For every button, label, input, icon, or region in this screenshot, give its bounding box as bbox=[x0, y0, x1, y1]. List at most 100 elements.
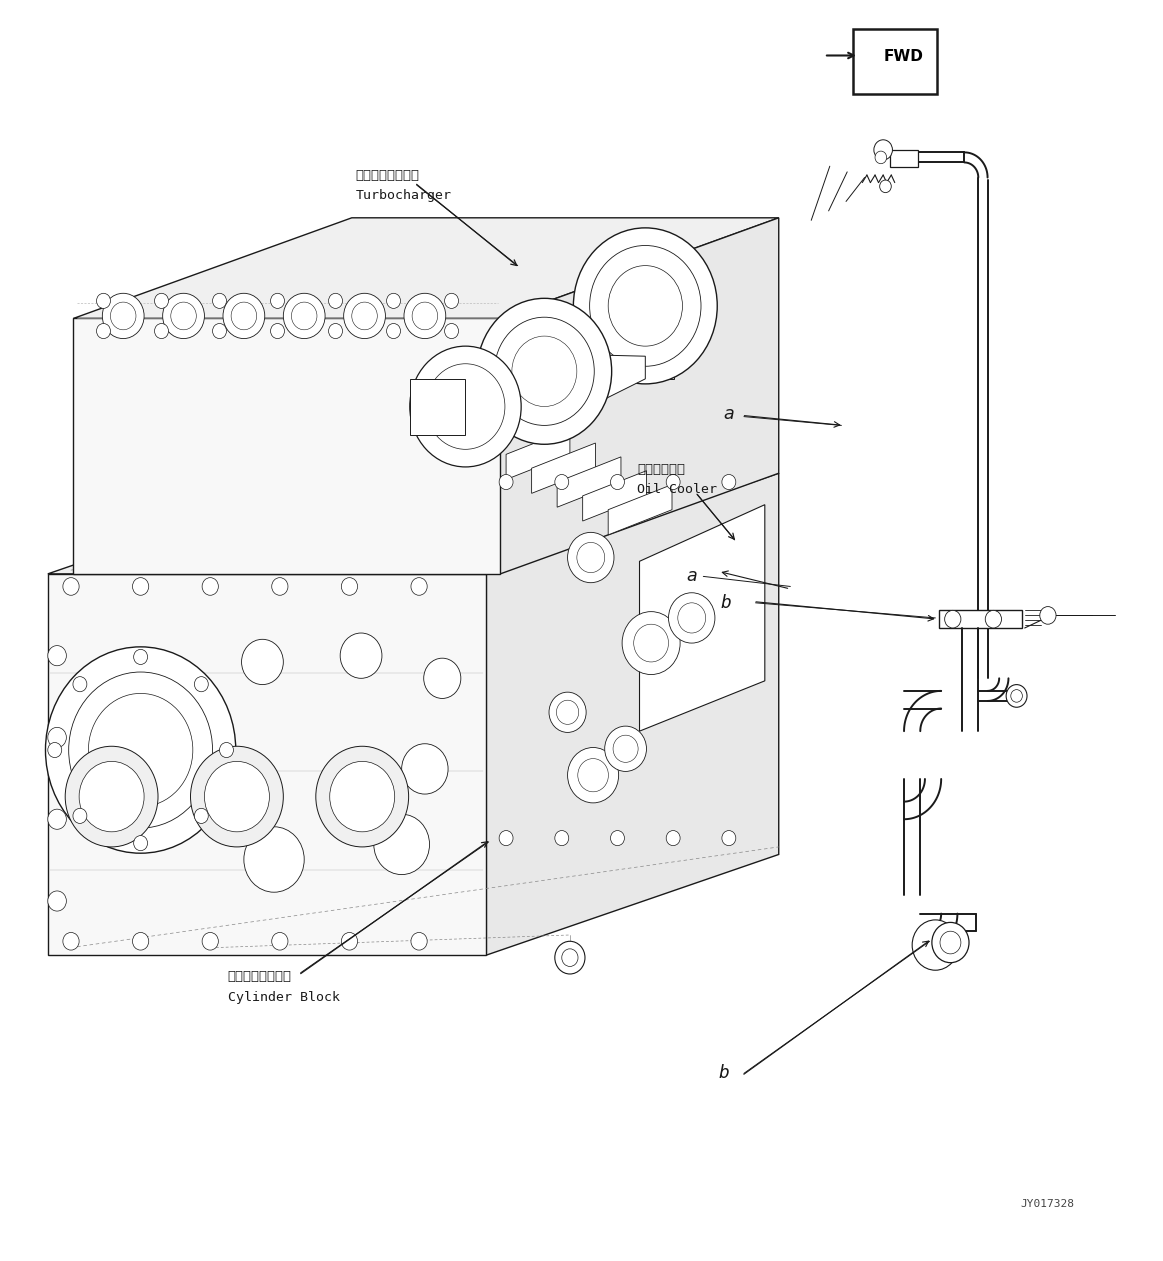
Circle shape bbox=[875, 151, 886, 164]
Circle shape bbox=[213, 324, 227, 339]
Polygon shape bbox=[506, 429, 570, 479]
Circle shape bbox=[499, 831, 513, 846]
Circle shape bbox=[634, 624, 669, 662]
Polygon shape bbox=[852, 29, 936, 95]
Circle shape bbox=[244, 827, 305, 893]
Circle shape bbox=[613, 735, 638, 763]
Circle shape bbox=[605, 726, 647, 772]
Circle shape bbox=[985, 610, 1001, 628]
Circle shape bbox=[940, 931, 961, 953]
Circle shape bbox=[63, 932, 79, 950]
Circle shape bbox=[231, 303, 257, 330]
Circle shape bbox=[409, 346, 521, 467]
Circle shape bbox=[562, 948, 578, 966]
Polygon shape bbox=[486, 473, 779, 955]
Circle shape bbox=[48, 728, 66, 748]
Text: a: a bbox=[686, 567, 697, 585]
Circle shape bbox=[45, 647, 236, 854]
Circle shape bbox=[666, 831, 680, 846]
Circle shape bbox=[666, 474, 680, 489]
Polygon shape bbox=[640, 504, 765, 731]
Circle shape bbox=[330, 762, 394, 832]
Circle shape bbox=[879, 180, 891, 193]
Polygon shape bbox=[73, 319, 500, 574]
Circle shape bbox=[133, 932, 149, 950]
Circle shape bbox=[272, 578, 288, 595]
Circle shape bbox=[329, 324, 342, 339]
Circle shape bbox=[155, 294, 169, 309]
Circle shape bbox=[412, 303, 437, 330]
Text: a: a bbox=[723, 405, 734, 424]
Polygon shape bbox=[608, 484, 672, 535]
Polygon shape bbox=[939, 610, 1022, 628]
Polygon shape bbox=[557, 456, 621, 507]
Circle shape bbox=[499, 474, 513, 489]
Circle shape bbox=[272, 932, 288, 950]
Circle shape bbox=[343, 294, 385, 339]
Circle shape bbox=[611, 831, 625, 846]
Text: シリンダブロック: シリンダブロック bbox=[228, 970, 292, 984]
Circle shape bbox=[608, 266, 683, 346]
Circle shape bbox=[411, 932, 427, 950]
Circle shape bbox=[622, 612, 680, 675]
Circle shape bbox=[163, 294, 205, 339]
Circle shape bbox=[48, 892, 66, 912]
Text: b: b bbox=[721, 594, 732, 612]
Circle shape bbox=[97, 294, 110, 309]
Circle shape bbox=[271, 324, 285, 339]
Circle shape bbox=[444, 294, 458, 309]
Circle shape bbox=[577, 542, 605, 572]
Circle shape bbox=[722, 831, 736, 846]
Circle shape bbox=[202, 578, 219, 595]
Circle shape bbox=[340, 633, 381, 678]
Circle shape bbox=[213, 294, 227, 309]
Circle shape bbox=[611, 474, 625, 489]
Circle shape bbox=[220, 743, 234, 758]
Circle shape bbox=[73, 808, 87, 823]
Circle shape bbox=[477, 299, 612, 444]
Text: オイルクーラ: オイルクーラ bbox=[637, 463, 685, 475]
Polygon shape bbox=[48, 574, 486, 955]
Polygon shape bbox=[409, 378, 465, 435]
Circle shape bbox=[873, 140, 892, 160]
Circle shape bbox=[79, 762, 144, 832]
Circle shape bbox=[48, 810, 66, 830]
Text: Cylinder Block: Cylinder Block bbox=[228, 991, 340, 1005]
Circle shape bbox=[48, 743, 62, 758]
Circle shape bbox=[69, 672, 213, 828]
Circle shape bbox=[590, 246, 701, 366]
Circle shape bbox=[944, 610, 961, 628]
Circle shape bbox=[202, 932, 219, 950]
Circle shape bbox=[97, 324, 110, 339]
Circle shape bbox=[65, 747, 158, 847]
Text: b: b bbox=[719, 1064, 729, 1082]
Circle shape bbox=[1006, 685, 1027, 707]
Circle shape bbox=[1040, 607, 1056, 624]
Circle shape bbox=[205, 762, 270, 832]
Circle shape bbox=[373, 815, 429, 875]
Circle shape bbox=[284, 294, 326, 339]
Circle shape bbox=[423, 658, 461, 699]
Text: Oil Cooler: Oil Cooler bbox=[637, 483, 718, 496]
Circle shape bbox=[271, 294, 285, 309]
Polygon shape bbox=[73, 218, 779, 319]
Circle shape bbox=[110, 303, 136, 330]
Circle shape bbox=[722, 474, 736, 489]
Circle shape bbox=[223, 294, 265, 339]
Circle shape bbox=[292, 303, 317, 330]
Circle shape bbox=[341, 578, 357, 595]
Polygon shape bbox=[500, 218, 779, 574]
Circle shape bbox=[568, 748, 619, 803]
Circle shape bbox=[494, 318, 594, 425]
Circle shape bbox=[133, 578, 149, 595]
Circle shape bbox=[404, 294, 445, 339]
Polygon shape bbox=[48, 473, 779, 574]
Circle shape bbox=[134, 836, 148, 851]
Circle shape bbox=[912, 919, 958, 970]
Circle shape bbox=[63, 578, 79, 595]
Circle shape bbox=[386, 294, 400, 309]
Circle shape bbox=[678, 603, 706, 633]
Circle shape bbox=[329, 294, 342, 309]
Circle shape bbox=[242, 639, 284, 685]
Polygon shape bbox=[544, 353, 645, 429]
